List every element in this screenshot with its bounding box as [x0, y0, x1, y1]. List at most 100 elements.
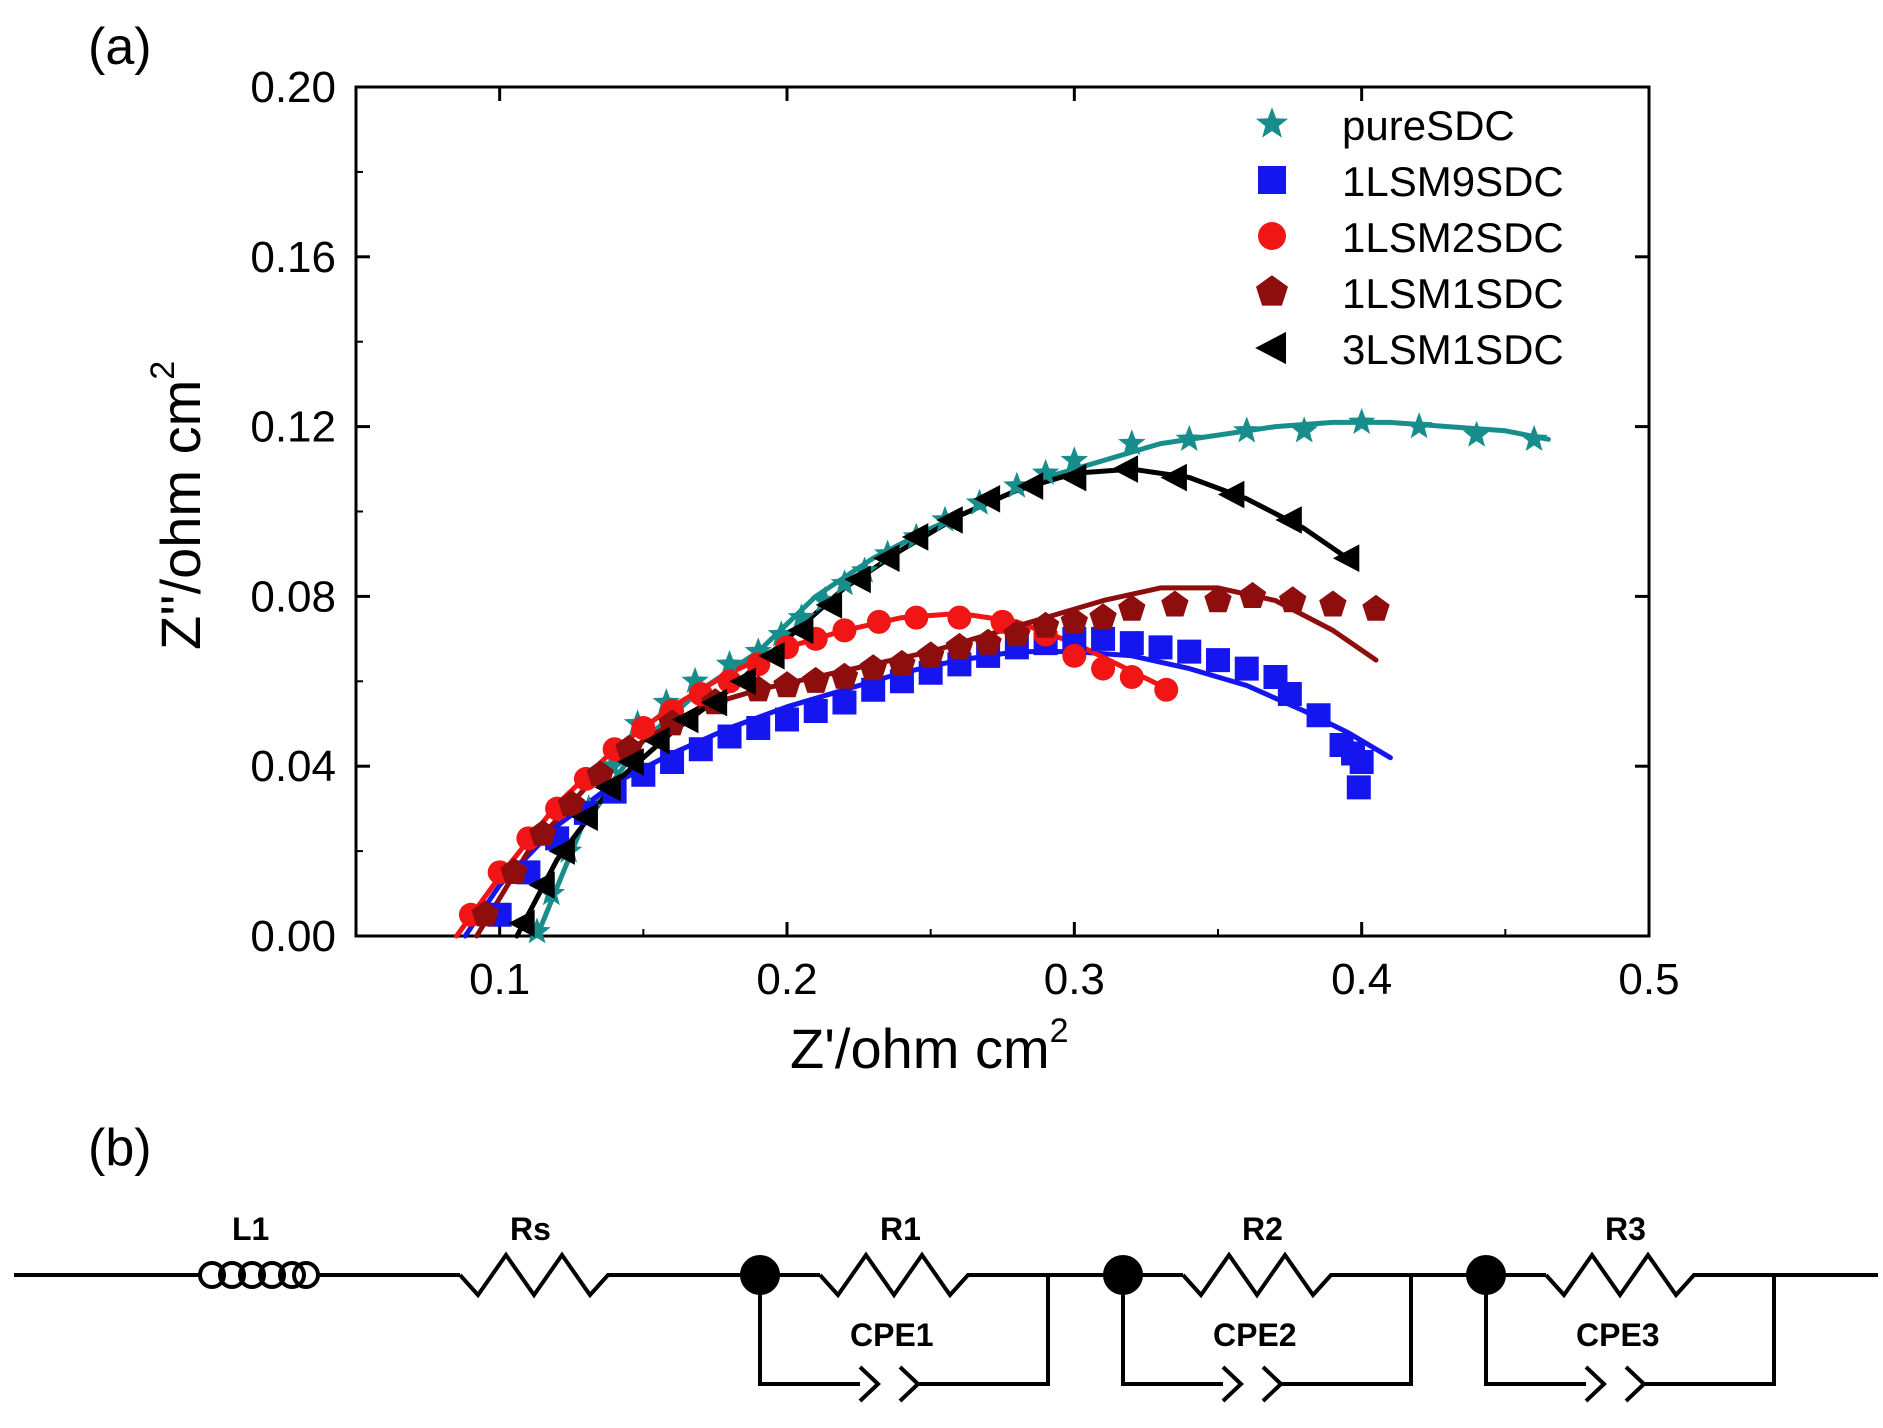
circuit-labels: L1 Rs R1 CPE1 R2 CPE2 R3 CPE3 [232, 1211, 1660, 1353]
data-point [471, 900, 499, 927]
wire [758, 1275, 860, 1386]
x-axis-title-sup: 2 [1050, 1012, 1069, 1050]
x-axis-title-text: Z'/ohm cm [790, 1017, 1050, 1080]
cpe3-plate [1624, 1365, 1647, 1403]
y-tick-label: 0.20 [250, 63, 336, 112]
cpe3-plate [1584, 1365, 1607, 1403]
data-point [758, 642, 785, 670]
legend-label: pureSDC [1342, 102, 1515, 149]
series-1lsm9sdc [487, 626, 1374, 927]
resistor-r3 [1544, 1251, 1774, 1299]
label-cpe2: CPE2 [1213, 1317, 1297, 1353]
data-point [1405, 412, 1433, 439]
data-point [717, 724, 742, 749]
data-point [1462, 420, 1491, 447]
data-point [1520, 424, 1548, 451]
data-point [1016, 472, 1044, 500]
legend-marker [1256, 275, 1288, 306]
data-point [1119, 631, 1144, 656]
label-r3: R3 [1605, 1211, 1646, 1247]
data-point [810, 586, 838, 613]
data-point [500, 857, 528, 884]
data-point [1118, 429, 1146, 456]
data-point [1003, 620, 1031, 647]
wire [1644, 1275, 1776, 1386]
legend-label: 1LSM9SDC [1342, 158, 1564, 205]
resistor-r2 [1181, 1251, 1411, 1299]
panel-label-a: (a) [88, 18, 152, 76]
data-point [672, 705, 699, 734]
y-axis-title-text: Z''/ohm cm [149, 380, 212, 650]
label-cpe1: CPE1 [850, 1317, 934, 1353]
data-point [1031, 611, 1060, 638]
data-point [1091, 656, 1116, 681]
x-tick-label: 0.4 [1331, 955, 1392, 1004]
fit-curves [454, 419, 1551, 939]
x-tick-label: 0.3 [1044, 955, 1105, 1004]
rcpe-block-1 [740, 1251, 1050, 1403]
resistor-r1 [818, 1251, 1048, 1299]
wire [918, 1275, 1050, 1386]
data-point [1348, 408, 1376, 434]
data-point [508, 909, 535, 938]
data-point [1118, 594, 1146, 621]
y-axis-title: Z''/ohm cm2 [144, 361, 212, 650]
label-cpe3: CPE3 [1576, 1317, 1660, 1353]
data-point [803, 699, 828, 724]
nyquist-plot: 0.1 0.2 0.3 0.4 0.50.000.040.080.120.160.20 … [144, 63, 1680, 1080]
data-point [974, 628, 1002, 655]
data-point [787, 603, 816, 630]
data-point [904, 605, 929, 630]
panel-label-b: (b) [88, 1119, 152, 1177]
data-point [773, 671, 801, 698]
y-axis-title-sup: 2 [144, 361, 182, 380]
resistor-rs [458, 1251, 622, 1299]
cpe2-plate [1261, 1365, 1284, 1403]
x-tick-label: 0.5 [1618, 955, 1679, 1004]
data-point [1234, 656, 1259, 681]
legend: pureSDC 1LSM9SDC 1LSM2SDC 1LSM1SDC 3LSM1SDC [1255, 102, 1564, 373]
data-point [1306, 703, 1331, 728]
data-point [1206, 648, 1230, 673]
data-point [1238, 582, 1267, 608]
cpe1-plate [898, 1365, 921, 1403]
data-point [631, 715, 656, 740]
x-tick-label: 0.1 [469, 955, 530, 1004]
data-point [830, 569, 859, 596]
data-point [700, 688, 728, 717]
data-point [688, 737, 713, 762]
legend-marker [1258, 222, 1286, 250]
data-point [832, 618, 857, 643]
data-point [873, 544, 900, 572]
data-point [947, 605, 972, 630]
data-point [1060, 607, 1088, 634]
data-point [945, 632, 974, 659]
legend-label: 3LSM1SDC [1342, 326, 1564, 373]
data-point [1148, 635, 1173, 660]
data-point [1277, 682, 1302, 707]
data-point [681, 666, 709, 693]
fit-line-1lsm2sdc [454, 610, 1163, 939]
data-point [1319, 590, 1347, 617]
inductor-l1 [198, 1261, 320, 1289]
data-point [1062, 643, 1087, 668]
x-tick-label: 0.2 [756, 955, 817, 1004]
data-point [746, 715, 771, 740]
rcpe-block-3 [1466, 1251, 1776, 1403]
data-point [861, 677, 886, 702]
data-point [901, 523, 929, 551]
data-point [548, 837, 575, 865]
data-point [715, 649, 744, 676]
data-point [744, 637, 772, 664]
series-3lsm1sdc [508, 455, 1360, 938]
data-point [523, 917, 551, 944]
data-point [1177, 639, 1202, 664]
data-point [973, 484, 1001, 513]
data-point [866, 609, 891, 634]
data-point [1175, 424, 1203, 451]
data-point [1279, 586, 1307, 613]
axis-ticks: 0.1 0.2 0.3 0.4 0.5 0.00 0.04 0.08 0.12 0.16 0.20 [250, 63, 1679, 1004]
series-1lsm2sdc [458, 605, 1179, 927]
data-point [1346, 775, 1371, 800]
data-point [1362, 594, 1390, 621]
